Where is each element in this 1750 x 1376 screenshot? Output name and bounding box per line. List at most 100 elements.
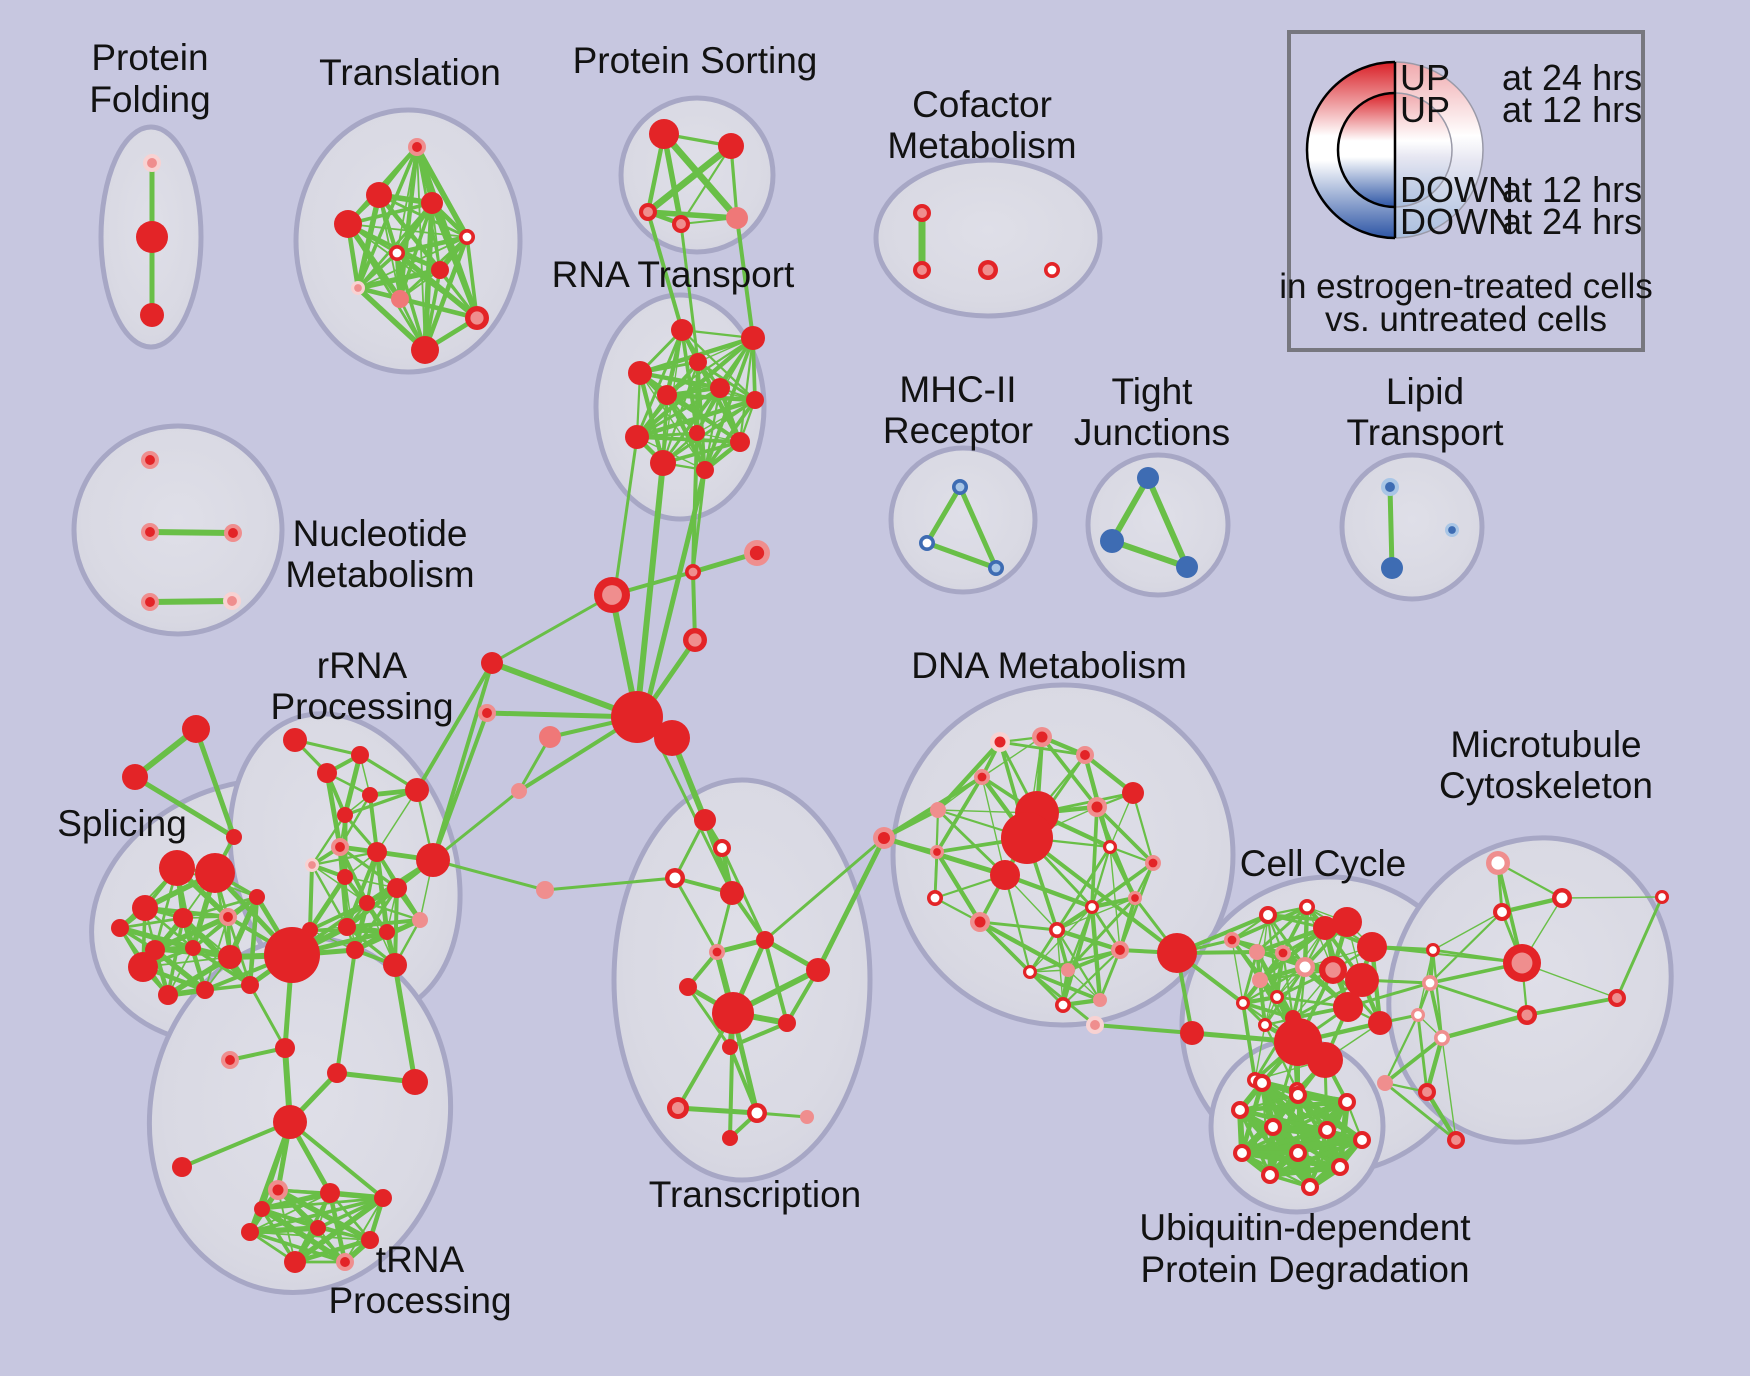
gene-node-center bbox=[671, 1101, 685, 1115]
interaction-edge bbox=[248, 983, 287, 1050]
interaction-edge bbox=[1237, 1099, 1350, 1113]
cluster-ellipse-transcription bbox=[611, 777, 873, 1183]
gene-node bbox=[351, 746, 369, 764]
legend-ring-12h bbox=[1336, 91, 1395, 209]
gene-node bbox=[1061, 963, 1075, 977]
interaction-edge bbox=[660, 130, 741, 222]
interaction-edge bbox=[646, 210, 684, 332]
gene-node bbox=[366, 182, 392, 208]
cluster-label-trna-processing: Processing bbox=[328, 1280, 511, 1321]
gene-node bbox=[679, 978, 697, 996]
gene-node bbox=[625, 425, 649, 449]
interaction-edge bbox=[981, 736, 1043, 778]
nodes-layer bbox=[111, 119, 1669, 1273]
gene-node bbox=[140, 303, 164, 327]
gene-node-center bbox=[1239, 999, 1247, 1007]
interaction-edge bbox=[1003, 873, 1032, 974]
gene-node bbox=[128, 952, 158, 982]
interaction-edge bbox=[1093, 1023, 1194, 1035]
interaction-edge bbox=[978, 920, 1032, 974]
gene-node bbox=[481, 652, 503, 674]
interaction-edge bbox=[1371, 946, 1523, 964]
gene-node bbox=[337, 869, 353, 885]
interaction-edge bbox=[248, 1230, 347, 1264]
interaction-edge bbox=[392, 962, 418, 1085]
gene-node-center bbox=[1342, 1097, 1352, 1107]
cluster-label-transcription: Transcription bbox=[649, 1174, 861, 1215]
gene-node bbox=[241, 976, 259, 994]
gene-node bbox=[173, 908, 193, 928]
gene-node-center bbox=[145, 597, 155, 607]
gene-node-center bbox=[917, 208, 927, 218]
gene-node bbox=[654, 720, 690, 756]
interaction-edge bbox=[1387, 484, 1395, 571]
interaction-edge bbox=[431, 711, 489, 862]
interaction-edge bbox=[376, 789, 418, 853]
legend-entry-label: DOWN bbox=[1400, 169, 1514, 210]
interaction-edge bbox=[977, 919, 1071, 973]
interaction-edge bbox=[1383, 1036, 1444, 1085]
interaction-edge bbox=[661, 440, 742, 465]
cluster-label-translation: Translation bbox=[319, 52, 501, 93]
gene-node bbox=[756, 931, 774, 949]
gene-node-center bbox=[1612, 993, 1622, 1003]
gene-node bbox=[689, 425, 705, 441]
interaction-edge bbox=[355, 285, 428, 353]
gene-node bbox=[226, 829, 242, 845]
gene-node-center bbox=[643, 207, 653, 217]
gene-node bbox=[310, 1220, 326, 1236]
interaction-edge bbox=[1383, 1013, 1420, 1085]
gene-node-center bbox=[1448, 526, 1456, 534]
cluster-label-rna-transport: RNA Transport bbox=[552, 254, 795, 295]
interaction-edge bbox=[152, 947, 208, 993]
gene-node-center bbox=[482, 708, 492, 718]
interaction-edge bbox=[324, 770, 343, 850]
interaction-edge bbox=[924, 484, 963, 546]
interaction-edge bbox=[1241, 1001, 1295, 1020]
interaction-edge bbox=[543, 876, 677, 892]
cluster-label-cofactor-metabolism: Metabolism bbox=[887, 125, 1076, 166]
gene-node bbox=[712, 992, 754, 1034]
gene-node-center bbox=[392, 248, 402, 258]
interaction-edge bbox=[1002, 872, 1095, 910]
interaction-edge bbox=[307, 874, 348, 933]
gene-node bbox=[1368, 1011, 1392, 1035]
interaction-edge bbox=[981, 776, 1006, 876]
interaction-edge bbox=[1040, 735, 1099, 809]
gene-node-center bbox=[1106, 843, 1114, 851]
cluster-label-protein-folding: Folding bbox=[89, 79, 210, 120]
interaction-edge bbox=[1281, 905, 1309, 955]
gene-node bbox=[694, 809, 716, 831]
gene-node-center bbox=[751, 1107, 763, 1119]
gene-node-center bbox=[1058, 1000, 1068, 1010]
gene-node bbox=[650, 450, 676, 476]
gene-node bbox=[806, 958, 830, 982]
gene-node-center bbox=[1521, 1009, 1533, 1021]
gene-node-center bbox=[1257, 1078, 1267, 1088]
interaction-edge bbox=[635, 328, 684, 439]
interaction-edge bbox=[1056, 929, 1064, 1006]
gene-node-center bbox=[225, 1055, 235, 1065]
interaction-edge bbox=[275, 1187, 373, 1243]
gene-node-center bbox=[1299, 961, 1311, 973]
cluster-label-dna-metabolism: DNA Metabolism bbox=[911, 645, 1187, 686]
interaction-edge bbox=[1428, 981, 1529, 1017]
gene-node bbox=[710, 378, 730, 398]
interaction-edge bbox=[181, 895, 259, 920]
gene-node-center bbox=[1273, 993, 1281, 1001]
gene-node bbox=[1093, 993, 1107, 1007]
interaction-edge bbox=[1109, 846, 1121, 951]
interaction-edge bbox=[118, 916, 185, 930]
gene-node bbox=[1313, 916, 1337, 940]
interaction-edge bbox=[1263, 965, 1307, 1027]
interaction-edge bbox=[393, 886, 399, 967]
gene-node-center bbox=[228, 528, 238, 538]
gene-node-center bbox=[1325, 962, 1341, 978]
gene-node bbox=[283, 728, 307, 752]
interaction-edge bbox=[355, 267, 443, 291]
gene-node bbox=[718, 133, 744, 159]
interaction-edge bbox=[664, 392, 758, 403]
gene-node-center bbox=[749, 545, 765, 561]
interaction-edge bbox=[1145, 475, 1190, 570]
